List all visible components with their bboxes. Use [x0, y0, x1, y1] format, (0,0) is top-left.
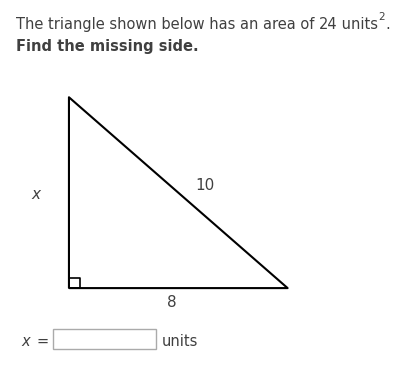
Text: units: units	[337, 17, 378, 32]
Text: x: x	[31, 187, 40, 202]
Text: =: =	[37, 334, 49, 349]
Text: 2: 2	[378, 12, 385, 22]
Text: The triangle shown below has an area of: The triangle shown below has an area of	[16, 17, 319, 32]
Text: 8: 8	[167, 295, 176, 310]
Bar	[53, 329, 156, 349]
Text: .: .	[385, 17, 390, 32]
Text: units: units	[162, 334, 198, 349]
Text: 10: 10	[195, 178, 214, 193]
Text: x: x	[22, 334, 30, 349]
Text: 24: 24	[319, 17, 337, 32]
Text: Find the missing side.: Find the missing side.	[16, 39, 199, 54]
